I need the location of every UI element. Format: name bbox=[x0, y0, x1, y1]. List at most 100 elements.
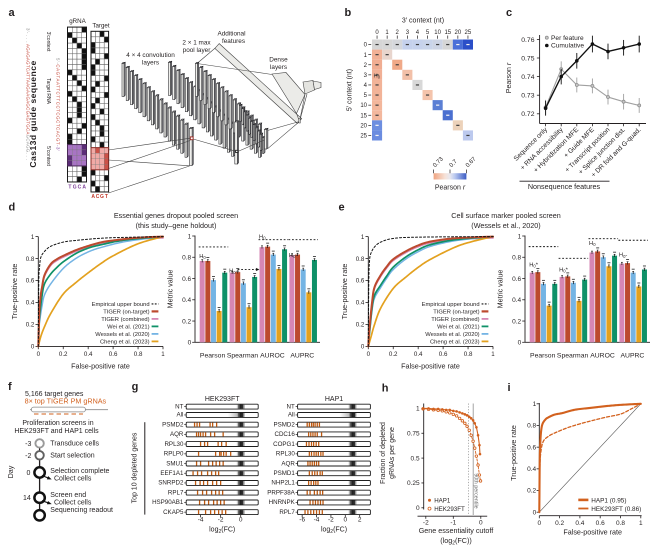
svg-text:1: 1 bbox=[188, 233, 192, 240]
svg-text:Cheng et al. (2023): Cheng et al. (2023) bbox=[430, 339, 480, 345]
svg-text:0.8: 0.8 bbox=[512, 255, 521, 262]
svg-text:h: h bbox=[382, 383, 389, 395]
svg-text:Wessels et al. (2020): Wessels et al. (2020) bbox=[425, 332, 479, 338]
svg-text:False-positive rate: False-positive rate bbox=[563, 527, 622, 536]
svg-text:e: e bbox=[339, 202, 345, 214]
svg-text:HAP1: HAP1 bbox=[434, 498, 451, 505]
svg-text:20: 20 bbox=[360, 123, 367, 129]
svg-text:1: 1 bbox=[364, 53, 368, 59]
svg-text:gRNA: gRNA bbox=[69, 18, 86, 25]
svg-text:T: T bbox=[68, 185, 71, 191]
svg-text:AQR: AQR bbox=[170, 431, 184, 438]
svg-text:Day: Day bbox=[6, 465, 15, 478]
svg-text:Fraction of depleted: Fraction of depleted bbox=[380, 422, 387, 484]
svg-text:90th percentile: 90th percentile bbox=[473, 473, 479, 508]
svg-text:Collect cells: Collect cells bbox=[54, 499, 92, 506]
svg-text:1: 1 bbox=[491, 351, 495, 358]
svg-text:Metric value: Metric value bbox=[166, 270, 175, 309]
svg-text:0.2: 0.2 bbox=[527, 488, 536, 495]
svg-text:True-positive rate: True-positive rate bbox=[10, 264, 19, 320]
svg-text:g: g bbox=[132, 381, 139, 393]
svg-text:-3: -3 bbox=[25, 441, 31, 448]
svg-text:-2: -2 bbox=[423, 520, 429, 527]
svg-text:Cas13d guide sequence: Cas13d guide sequence bbox=[28, 60, 38, 167]
svg-text:0.7: 0.7 bbox=[449, 158, 460, 169]
svg-text:0: 0 bbox=[537, 520, 541, 527]
svg-text:5,166 target genes: 5,166 target genes bbox=[25, 391, 84, 398]
svg-text:Cumulative: Cumulative bbox=[551, 43, 584, 50]
svg-text:5: 5 bbox=[364, 93, 368, 99]
svg-text:H0: H0 bbox=[374, 74, 381, 80]
svg-text:Pearson: Pearson bbox=[530, 353, 556, 360]
svg-text:Empirical upper bound: Empirical upper bound bbox=[92, 302, 150, 308]
svg-text:Selection complete: Selection complete bbox=[50, 468, 109, 475]
svg-text:Essential genes dropout pooled: Essential genes dropout pooled screen bbox=[114, 211, 238, 220]
svg-text:4: 4 bbox=[416, 30, 420, 36]
svg-text:0.2: 0.2 bbox=[59, 351, 68, 358]
svg-text:TIGER (on-target): TIGER (on-target) bbox=[433, 309, 479, 315]
svg-text:HEK293FT: HEK293FT bbox=[205, 396, 240, 403]
svg-text:Wei et al. (2021): Wei et al. (2021) bbox=[437, 324, 479, 330]
svg-text:10: 10 bbox=[434, 30, 441, 36]
svg-text:b: b bbox=[345, 7, 352, 19]
svg-text:0.6: 0.6 bbox=[182, 276, 191, 283]
svg-text:Target: Target bbox=[92, 23, 109, 30]
svg-text:Screen end: Screen end bbox=[50, 492, 86, 499]
svg-text:SNRPD2: SNRPD2 bbox=[158, 480, 184, 487]
svg-text:AUROC: AUROC bbox=[260, 353, 285, 360]
svg-text:0.5: 0.5 bbox=[411, 455, 420, 462]
svg-text:0.8: 0.8 bbox=[616, 520, 625, 527]
svg-text:3′context: 3′context bbox=[45, 32, 51, 52]
svg-text:0.8: 0.8 bbox=[182, 255, 191, 262]
svg-text:Per feature: Per feature bbox=[551, 35, 584, 42]
svg-text:SMU1: SMU1 bbox=[166, 460, 184, 467]
svg-text:PRPF38A: PRPF38A bbox=[267, 489, 295, 496]
svg-text:Dense: Dense bbox=[269, 57, 288, 64]
svg-text:0: 0 bbox=[188, 340, 192, 347]
svg-text:14: 14 bbox=[23, 495, 31, 502]
svg-text:1: 1 bbox=[361, 234, 365, 241]
svg-text:NT: NT bbox=[287, 403, 295, 410]
svg-text:0.4: 0.4 bbox=[182, 297, 191, 304]
svg-text:0.6: 0.6 bbox=[439, 351, 448, 358]
svg-text:0: 0 bbox=[518, 340, 522, 347]
svg-text:True-positive rate: True-positive rate bbox=[509, 425, 518, 481]
svg-text:layers: layers bbox=[142, 60, 159, 67]
svg-text:-2: -2 bbox=[328, 517, 334, 524]
svg-text:H0: H0 bbox=[259, 234, 266, 240]
svg-text:T: T bbox=[105, 194, 108, 200]
svg-text:H0: H0 bbox=[589, 241, 596, 247]
svg-text:0: 0 bbox=[367, 351, 371, 358]
svg-text:0.72: 0.72 bbox=[521, 111, 534, 118]
svg-text:RPL7: RPL7 bbox=[168, 489, 184, 496]
svg-text:log2(FC): log2(FC) bbox=[209, 527, 235, 536]
svg-text:CKAP5: CKAP5 bbox=[163, 509, 184, 516]
svg-text:Empirical upper bound: Empirical upper bound bbox=[422, 302, 480, 308]
svg-text:0.2: 0.2 bbox=[555, 520, 564, 527]
svg-text:TIGER (combined): TIGER (combined) bbox=[431, 317, 479, 323]
svg-text:25: 25 bbox=[360, 134, 367, 140]
svg-text:0.4: 0.4 bbox=[356, 300, 365, 307]
svg-text:(Wessels et al., 2020): (Wessels et al., 2020) bbox=[471, 221, 540, 230]
svg-text:0: 0 bbox=[26, 470, 30, 477]
svg-text:RPL30: RPL30 bbox=[276, 451, 295, 458]
svg-text:AUPRC: AUPRC bbox=[290, 353, 314, 360]
svg-text:f: f bbox=[8, 381, 12, 393]
svg-text:1: 1 bbox=[385, 30, 389, 36]
svg-text:Transduce cells: Transduce cells bbox=[50, 440, 99, 447]
svg-text:0.8: 0.8 bbox=[356, 256, 365, 263]
svg-text:4 × 4 convolution: 4 × 4 convolution bbox=[126, 52, 175, 59]
svg-text:20: 20 bbox=[455, 30, 462, 36]
svg-text:Pearson r: Pearson r bbox=[506, 62, 513, 93]
svg-text:-2: -2 bbox=[25, 453, 31, 460]
svg-text:d: d bbox=[9, 202, 16, 214]
svg-text:0.25: 0.25 bbox=[407, 480, 420, 487]
svg-text:0.4: 0.4 bbox=[414, 351, 423, 358]
svg-text:0.2: 0.2 bbox=[356, 322, 365, 329]
svg-text:0.6: 0.6 bbox=[596, 520, 605, 527]
svg-text:25: 25 bbox=[465, 30, 472, 36]
svg-text:15: 15 bbox=[360, 113, 367, 119]
svg-text:0: 0 bbox=[239, 517, 243, 524]
svg-text:0: 0 bbox=[364, 43, 368, 49]
svg-text:0.8: 0.8 bbox=[134, 351, 143, 358]
